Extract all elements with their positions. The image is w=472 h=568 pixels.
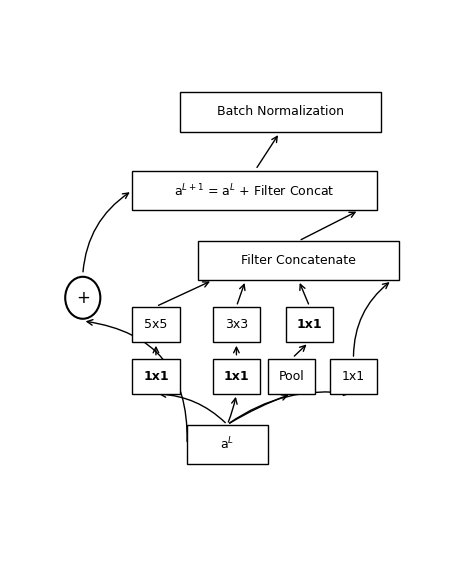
- Text: 1x1: 1x1: [143, 370, 169, 383]
- FancyBboxPatch shape: [212, 307, 260, 341]
- Text: 5x5: 5x5: [144, 318, 168, 331]
- Circle shape: [65, 277, 101, 319]
- FancyBboxPatch shape: [132, 359, 180, 394]
- FancyBboxPatch shape: [268, 359, 315, 394]
- Text: Pool: Pool: [278, 370, 304, 383]
- FancyBboxPatch shape: [212, 359, 260, 394]
- Text: 3x3: 3x3: [225, 318, 248, 331]
- FancyBboxPatch shape: [180, 92, 381, 132]
- Text: a$^{L+1}$ = a$^{L}$ + Filter Concat: a$^{L+1}$ = a$^{L}$ + Filter Concat: [175, 182, 335, 199]
- FancyBboxPatch shape: [329, 359, 377, 394]
- Text: a$^{L}$: a$^{L}$: [220, 436, 234, 453]
- Text: 1x1: 1x1: [297, 318, 322, 331]
- Text: Filter Concatenate: Filter Concatenate: [241, 254, 356, 267]
- FancyBboxPatch shape: [286, 307, 333, 341]
- Text: +: +: [76, 289, 90, 307]
- Text: 1x1: 1x1: [342, 370, 365, 383]
- FancyBboxPatch shape: [187, 425, 268, 464]
- FancyBboxPatch shape: [132, 307, 180, 341]
- FancyBboxPatch shape: [132, 171, 377, 210]
- Text: Batch Normalization: Batch Normalization: [217, 106, 344, 118]
- FancyBboxPatch shape: [198, 241, 399, 280]
- Text: 1x1: 1x1: [224, 370, 249, 383]
